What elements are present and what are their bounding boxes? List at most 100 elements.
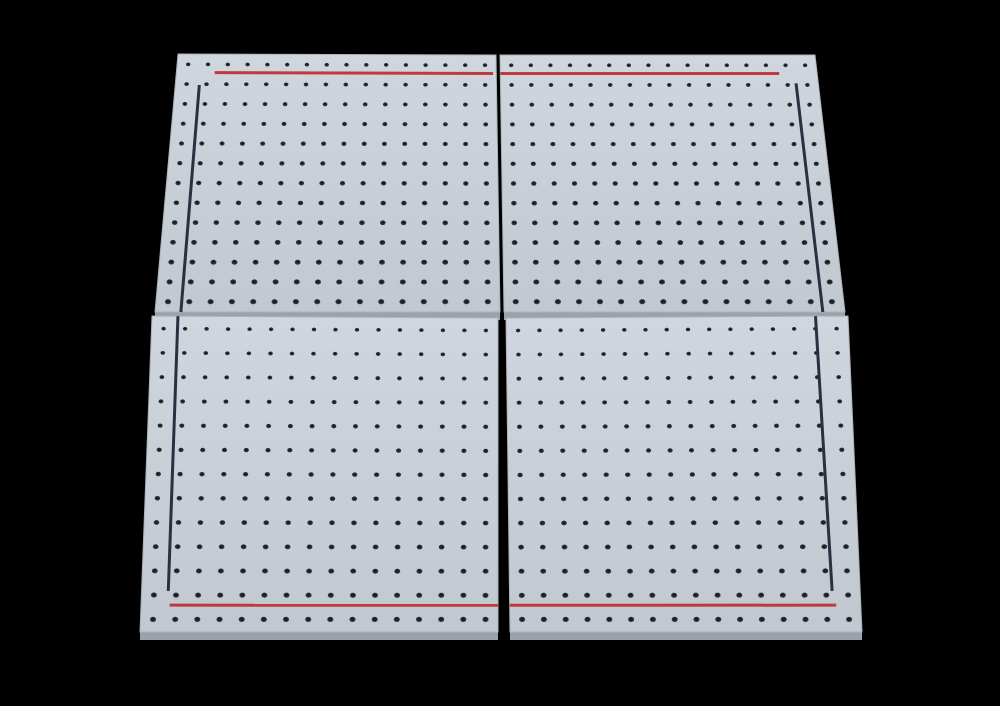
peg-hole [713,544,719,550]
peg-hole [729,122,735,127]
peg-hole [416,592,423,598]
peg-hole [626,63,632,68]
peg-hole [604,544,611,550]
peg-hole [483,122,489,127]
peg-hole [838,423,844,428]
peg-hole [674,200,681,206]
peg-hole [372,592,378,598]
peg-hole [422,122,428,127]
peg-hole [263,82,269,87]
peg-hole [529,122,535,127]
peg-hole [461,376,467,381]
peg-hole [584,592,591,598]
peg-hole [353,376,359,381]
peg-hole [350,544,357,550]
peg-hole [400,220,407,226]
peg-hole [595,259,602,265]
peg-hole [686,351,692,356]
peg-hole [438,544,445,550]
peg-hole [306,568,313,574]
peg-hole [789,122,795,127]
peg-hole [330,472,336,477]
peg-hole [299,161,305,166]
peg-hole [553,259,560,265]
peg-hole [791,327,797,331]
peg-hole [519,616,526,623]
peg-hole [510,181,517,186]
peg-hole [731,448,738,453]
peg-hole [551,181,557,186]
peg-hole [628,102,634,107]
peg-hole [509,102,515,107]
peg-hole [803,259,810,265]
peg-hole [287,423,293,429]
peg-hole [238,616,245,623]
peg-hole [263,520,269,526]
peg-hole [265,448,271,453]
peg-hole [218,161,224,166]
peg-hole [779,592,786,598]
peg-hole [582,520,589,526]
peg-hole [518,568,525,574]
peg-hole [174,544,181,550]
peg-hole [550,161,557,166]
peg-hole [264,496,270,501]
peg-hole [289,351,295,356]
peg-hole [288,399,294,404]
peg-hole [329,520,335,526]
peg-hole [460,592,467,598]
peg-hole [744,299,751,305]
peg-hole [440,400,445,405]
peg-hole [482,496,489,502]
peg-hole [714,181,720,186]
peg-hole [239,592,246,598]
peg-hole [751,141,757,147]
peg-hole [402,102,408,107]
peg-hole [760,240,766,246]
peg-hole [763,63,769,68]
peg-hole [222,423,228,428]
peg-hole [341,141,347,146]
dark-stripe-side [179,84,201,313]
peg-hole [196,180,202,186]
peg-hole [215,200,221,206]
peg-hole [603,496,610,502]
peg-hole [714,592,721,598]
peg-hole [562,592,569,598]
peg-hole [308,472,314,477]
peg-hole [328,568,335,574]
peg-hole [532,220,538,226]
peg-hole [423,82,428,87]
peg-hole [653,181,659,186]
peg-hole [777,520,783,525]
peg-hole [243,82,249,87]
peg-hole [364,63,369,67]
peg-hole [179,423,185,428]
peg-hole [693,181,700,186]
peg-hole [588,83,593,87]
peg-hole [671,616,678,623]
peg-hole [735,568,742,574]
peg-hole [795,181,801,186]
peg-hole [192,220,199,225]
peg-hole [798,496,804,501]
peg-hole [221,447,228,453]
peg-hole [552,220,559,226]
peg-hole [401,161,408,166]
peg-hole [717,220,723,226]
peg-hole [217,592,224,598]
peg-hole [709,122,715,127]
peg-hole [835,350,840,355]
peg-hole [230,279,237,285]
peg-hole [639,299,646,305]
peg-hole [483,376,489,381]
peg-hole [483,352,489,357]
peg-hole [837,399,843,404]
peg-hole [256,200,262,206]
peg-hole [624,448,630,453]
peg-hole [626,544,633,550]
peg-hole [574,259,581,265]
peg-hole [461,448,467,453]
peg-hole [756,200,763,206]
tiles-layer [139,53,863,640]
